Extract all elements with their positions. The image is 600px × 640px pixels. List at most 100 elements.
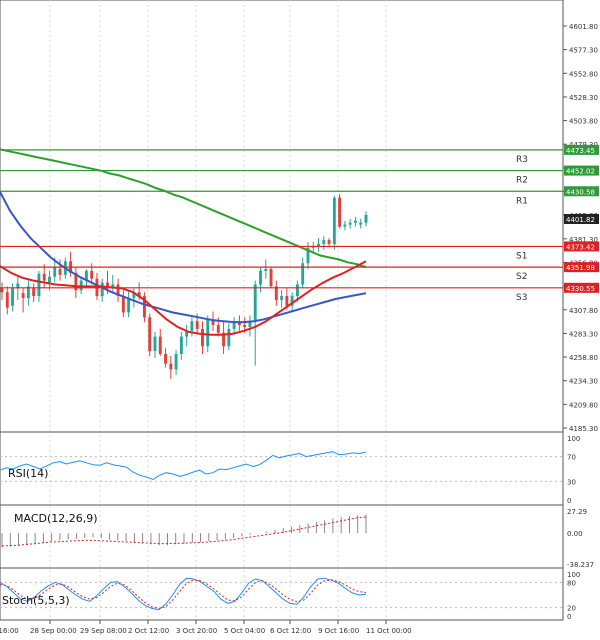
level-name-r2: R2 — [516, 176, 528, 186]
level-name-r3: R3 — [516, 155, 528, 165]
level-price-tag — [564, 282, 599, 293]
macd-y-tick-label: 0.00 — [567, 530, 583, 538]
moving-average-line — [0, 191, 367, 324]
stochastic-y-tick-label: 0 — [567, 613, 571, 621]
candle-body — [127, 297, 131, 313]
candle-body — [106, 282, 109, 289]
level-price-label: 4430.58 — [566, 188, 595, 196]
candle-body — [201, 328, 204, 347]
candle-body — [179, 336, 183, 354]
candle-body — [53, 267, 57, 277]
y-tick-label: 4577.30 — [569, 47, 598, 55]
level-price-label: 4452.02 — [566, 168, 595, 176]
candle-body — [111, 284, 115, 289]
current-price-tag — [564, 214, 599, 225]
candle-body — [317, 243, 320, 246]
y-tick-label: 4552.80 — [569, 70, 598, 78]
level-price-label: 4473.45 — [566, 147, 595, 155]
y-tick-label: 4381.30 — [569, 236, 598, 244]
current-price-label: 4401.82 — [566, 216, 595, 224]
candle-body — [364, 214, 368, 223]
candle-body — [116, 284, 120, 297]
rsi-line — [0, 451, 367, 481]
stochastic-label: Stoch(5,5,3) — [2, 594, 70, 607]
macd-y-tick-label: 27.29 — [567, 508, 587, 516]
candle-body — [290, 296, 294, 306]
candle-body — [243, 325, 247, 327]
candle-body — [359, 222, 363, 225]
candle-body — [227, 328, 231, 347]
candle-body — [274, 286, 278, 300]
candle-body — [11, 288, 15, 306]
y-tick-label: 4503.80 — [569, 118, 598, 126]
candle-body — [48, 276, 51, 283]
moving-average-line — [0, 260, 367, 336]
candle-body — [32, 288, 36, 297]
candle-body — [5, 292, 9, 308]
candle-body — [353, 220, 357, 223]
macd-panel: 27.29 0.00 -38.237 MACD(12,26,9) — [0, 504, 594, 569]
level-name-s3: S3 — [516, 293, 527, 303]
candle-body — [42, 273, 46, 281]
macd-label: MACD(12,26,9) — [14, 512, 98, 525]
x-tick-label: 28 Sep 00:00 — [30, 627, 77, 635]
candle-body — [153, 336, 157, 352]
candle-body — [222, 332, 226, 347]
candle-body — [232, 321, 236, 329]
candle-body — [0, 288, 4, 293]
level-price-label: 4330.55 — [566, 285, 595, 293]
rsi-y-tick-label: 70 — [567, 454, 576, 462]
x-tick-label: 5 Oct 04:00 — [224, 627, 265, 635]
candle-body — [142, 296, 146, 318]
level-name-s1: S1 — [516, 251, 527, 261]
y-tick-label: 4528.30 — [569, 94, 598, 102]
candle-body — [264, 269, 268, 271]
candle-body — [259, 270, 262, 285]
candle-body — [295, 284, 299, 297]
candle-body — [211, 319, 215, 326]
candle-body — [301, 263, 305, 285]
moving-average-line — [0, 148, 367, 269]
level-price-tag — [564, 241, 599, 252]
x-tick-label: 6 Oct 12:00 — [270, 627, 311, 635]
y-tick-label: 4209.80 — [569, 401, 598, 409]
level-price-label: 4373.42 — [566, 243, 595, 251]
candle-body — [58, 269, 62, 275]
stochastic-y-tick-label: 80 — [567, 579, 576, 587]
candle-body — [21, 293, 25, 298]
candle-body — [148, 317, 152, 352]
y-tick-label: 4307.80 — [569, 307, 598, 315]
y-tick-label: 4601.80 — [569, 23, 598, 31]
candle-body — [121, 296, 125, 313]
level-price-label: 4351.98 — [566, 264, 595, 272]
level-price-tag — [564, 144, 599, 155]
candle-body — [280, 296, 284, 300]
stochastic-frame — [0, 567, 564, 621]
candle-body — [100, 282, 104, 297]
candle-body — [332, 197, 336, 244]
candle-body — [216, 325, 220, 333]
candle-body — [253, 284, 257, 322]
candle-body — [338, 197, 342, 227]
candle-body — [90, 270, 94, 279]
candle-body — [132, 292, 136, 298]
stochastic-y-tick-label: 100 — [567, 571, 580, 579]
candle-body — [16, 283, 20, 289]
candle-body — [327, 240, 331, 244]
level-name-r1: R1 — [516, 196, 528, 206]
candle-body — [322, 240, 326, 244]
x-tick-label: 29 Sep 08:00 — [80, 627, 127, 635]
candle-body — [37, 273, 41, 297]
macd-y-tick-label: -38.237 — [567, 561, 594, 569]
candle-body — [348, 222, 352, 225]
y-tick-label: 4283.30 — [569, 330, 598, 338]
candle-body — [137, 292, 141, 297]
candle-body — [84, 270, 88, 281]
rsi-y-tick-label: 100 — [567, 435, 580, 443]
macd-signal-line — [1, 516, 367, 547]
candle-body — [190, 321, 194, 331]
x-tick-label: 9 Oct 16:00 — [318, 627, 359, 635]
